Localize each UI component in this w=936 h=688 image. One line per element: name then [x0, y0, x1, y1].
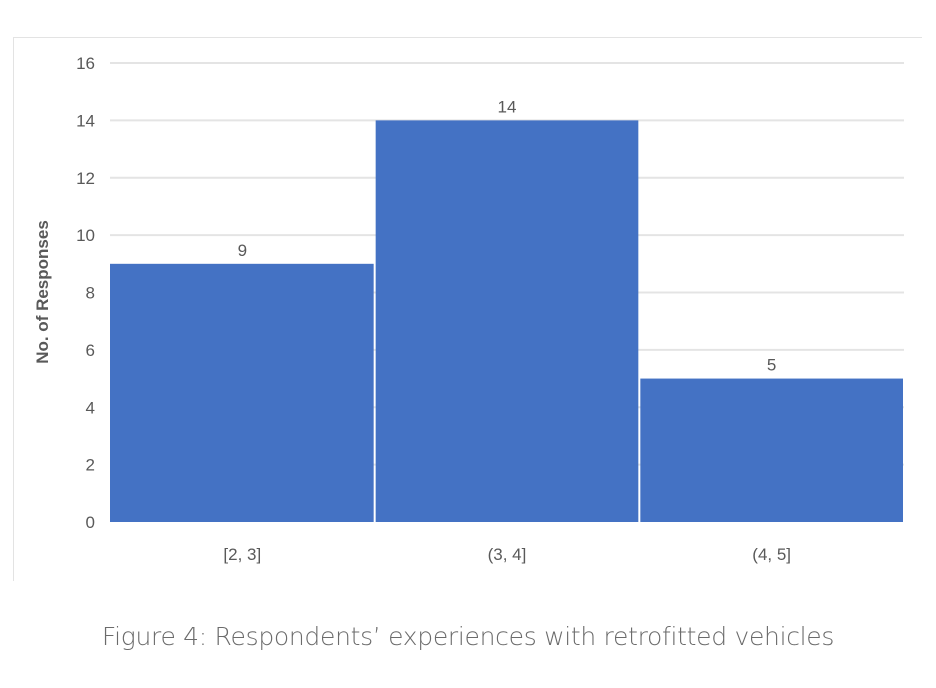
y-tick-label: 14 [76, 111, 95, 130]
y-tick-label: 8 [86, 284, 95, 303]
figure-caption: Figure 4: Respondents’ experiences with … [101, 622, 835, 651]
histogram-chart: 0 2 4 6 8 10 12 14 16 9 [2, 3] 14 (3, 4] 5 (4, 5] No. o… [33, 54, 904, 564]
y-tick-label: 4 [86, 398, 95, 417]
y-tick-label: 16 [76, 54, 95, 73]
y-tick-label: 12 [76, 169, 95, 188]
chart-frame [13, 37, 922, 581]
bar [375, 120, 639, 522]
bar [640, 378, 903, 522]
data-label: 14 [498, 97, 517, 116]
x-tick-label: [2, 3] [223, 545, 261, 564]
data-label: 9 [238, 241, 247, 260]
y-tick-label: 10 [76, 226, 95, 245]
x-tick-label: (4, 5] [752, 545, 791, 564]
y-tick-label: 0 [86, 513, 95, 532]
y-tick-label: 6 [86, 341, 95, 360]
x-tick-label: (3, 4] [488, 545, 527, 564]
y-tick-label: 2 [86, 456, 95, 475]
bar [110, 263, 374, 522]
y-axis-label: No. of Responses [33, 220, 52, 364]
data-label: 5 [767, 356, 776, 375]
